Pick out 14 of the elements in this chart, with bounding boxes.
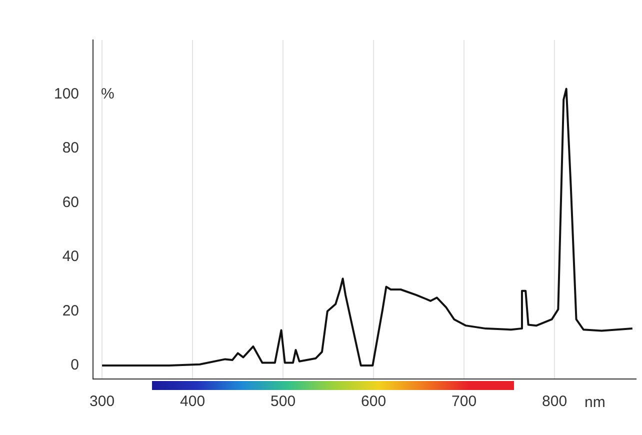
x-tick-label: 600 [361,393,386,410]
x-tick-label: 700 [452,393,477,410]
y-tick-label: 100 [54,85,80,102]
y-tick-label: 20 [62,302,80,320]
x-axis-title: nm [584,394,606,412]
y-tick-label: 60 [62,194,80,211]
x-tick-label: 500 [270,393,296,410]
y-axis-title: % [101,85,114,102]
y-tick-label: 80 [62,140,80,157]
x-tick-label: 400 [180,393,206,410]
x-tick-label: 800 [542,393,568,410]
y-tick-label: 0 [70,356,80,374]
x-tick-label: 300 [90,393,115,410]
y-tick-label: 40 [62,248,80,266]
